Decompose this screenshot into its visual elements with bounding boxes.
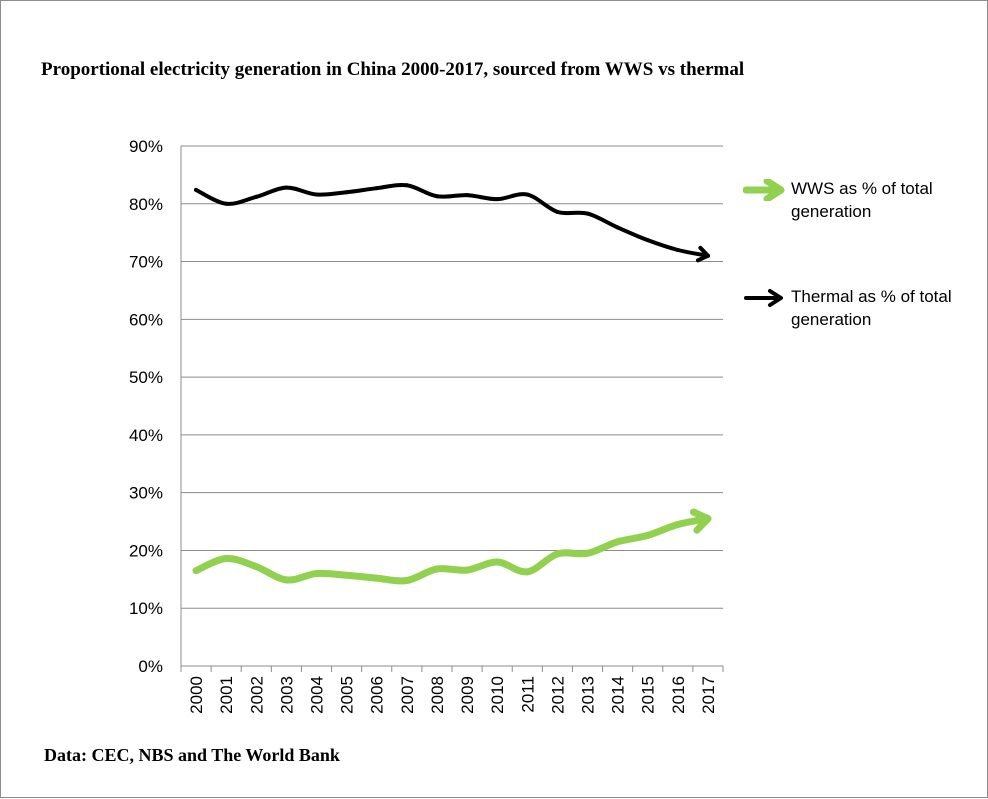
data-point — [586, 212, 590, 216]
data-point — [706, 254, 710, 258]
x-tick-label: 2004 — [308, 676, 327, 714]
data-point — [223, 555, 230, 562]
x-tick-label: 2007 — [398, 676, 417, 714]
data-point — [373, 575, 380, 582]
x-tick-label: 2016 — [669, 676, 688, 714]
data-point — [614, 538, 621, 545]
data-point — [193, 567, 200, 574]
y-tick-label: 0% — [138, 657, 163, 676]
data-point — [525, 193, 529, 197]
data-point — [254, 195, 258, 199]
data-point — [676, 248, 680, 252]
line-chart-plot: 0% 10% 20% 30% 40% 50% 60% 70% 80% 90% 2000 2001 200… — [1, 1, 988, 799]
series-line — [196, 185, 708, 256]
data-point — [435, 194, 439, 198]
data-point — [194, 188, 198, 192]
y-tick-label: 50% — [129, 368, 163, 387]
data-point — [494, 559, 501, 566]
data-point — [464, 567, 471, 574]
data-point — [646, 238, 650, 242]
x-tick-label: 2017 — [699, 676, 718, 714]
data-point — [495, 197, 499, 201]
data-point — [704, 515, 711, 522]
x-tick-label: 2013 — [579, 676, 598, 714]
x-tick-label: 2011 — [518, 676, 537, 713]
x-tick-label: 2010 — [488, 676, 507, 714]
data-point — [343, 572, 350, 579]
data-point — [253, 563, 260, 570]
x-tick-label: 2000 — [187, 676, 206, 714]
data-point — [616, 225, 620, 229]
data-point — [555, 210, 559, 214]
legend-label-thermal: Thermal as % of total generation — [791, 285, 956, 331]
data-point — [345, 190, 349, 194]
data-point — [584, 550, 591, 557]
y-tick-label: 20% — [129, 541, 163, 560]
y-tick-label: 90% — [129, 137, 163, 156]
data-point — [313, 570, 320, 577]
y-tick-label: 10% — [129, 599, 163, 618]
x-tick-label: 2001 — [217, 676, 236, 714]
data-point — [283, 576, 290, 583]
legend-arrow-wws-icon — [743, 179, 787, 201]
x-tick-label: 2003 — [277, 676, 296, 714]
data-point — [674, 521, 681, 528]
legend-item-thermal: Thermal as % of total generation — [743, 285, 956, 331]
data-point — [524, 568, 531, 575]
x-tick-label: 2012 — [548, 676, 567, 714]
x-tick-label: 2005 — [338, 676, 357, 714]
x-tick-label: 2008 — [428, 676, 447, 714]
chart-frame: Proportional electricity generation in C… — [0, 0, 988, 798]
source-note: Data: CEC, NBS and The World Bank — [44, 745, 340, 766]
data-point — [284, 186, 288, 190]
data-point — [465, 193, 469, 197]
legend-item-wws: WWS as % of total generation — [743, 177, 956, 223]
data-point — [403, 577, 410, 584]
x-tick-label: 2006 — [368, 676, 387, 714]
data-point — [433, 565, 440, 572]
data-point — [315, 193, 319, 197]
series-line — [196, 519, 708, 581]
data-point — [375, 186, 379, 190]
data-point — [224, 202, 228, 206]
x-tick-label: 2002 — [247, 676, 266, 714]
y-tick-label: 30% — [129, 484, 163, 503]
x-tick-label: 2015 — [639, 676, 658, 714]
x-tick-label: 2014 — [609, 676, 628, 714]
x-tick-label: 2009 — [458, 676, 477, 714]
y-tick-label: 70% — [129, 253, 163, 272]
data-point — [644, 532, 651, 539]
y-tick-label: 60% — [129, 310, 163, 329]
y-tick-label: 40% — [129, 426, 163, 445]
data-point — [405, 183, 409, 187]
data-point — [554, 550, 561, 557]
legend-label-wws: WWS as % of total generation — [791, 177, 956, 223]
legend-arrow-thermal-icon — [743, 287, 787, 309]
y-tick-label: 80% — [129, 195, 163, 214]
